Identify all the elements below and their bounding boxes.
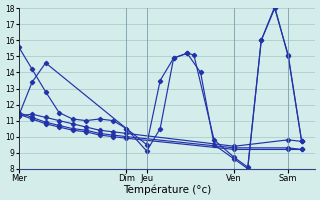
X-axis label: Température (°c): Température (°c) xyxy=(123,185,211,195)
